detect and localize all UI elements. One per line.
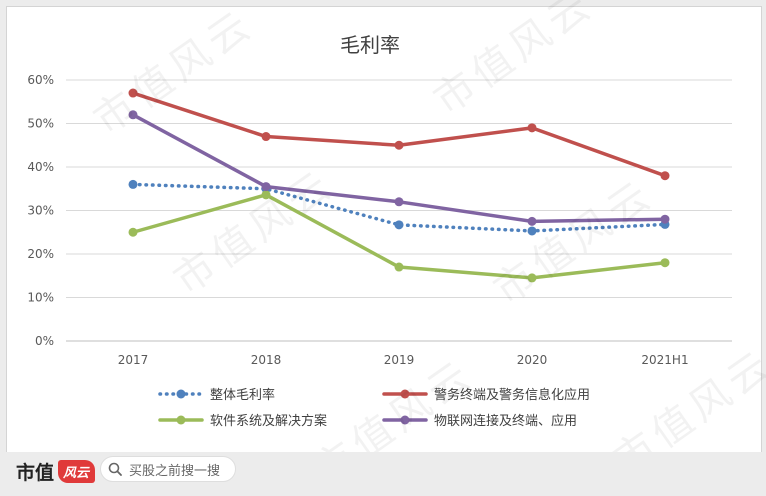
data-point xyxy=(394,197,404,207)
x-tick-label: 2019 xyxy=(384,353,415,367)
data-point xyxy=(128,227,138,237)
search-box[interactable]: 买股之前搜一搜 xyxy=(100,456,236,482)
y-tick-label: 10% xyxy=(27,291,54,305)
y-tick-label: 40% xyxy=(27,160,54,174)
y-tick-label: 20% xyxy=(27,247,54,261)
legend-marker xyxy=(400,389,410,399)
legend-label: 警务终端及警务信息化应用 xyxy=(434,387,590,403)
data-point xyxy=(660,258,670,268)
y-tick-label: 60% xyxy=(27,73,54,87)
legend-label: 软件系统及解决方案 xyxy=(210,413,327,429)
line-chart: 毛利率 0% 10% 20% 30% 40% 50% 60% 2017 2018 2019 202… xyxy=(27,33,732,429)
series-line xyxy=(131,182,667,233)
data-point xyxy=(527,226,537,236)
chart-title: 毛利率 xyxy=(340,33,400,57)
legend-marker xyxy=(400,415,410,425)
legend-label: 整体毛利率 xyxy=(210,387,275,403)
search-icon xyxy=(101,456,129,482)
legend-label: 物联网连接及终端、应用 xyxy=(434,413,577,429)
search-input[interactable]: 买股之前搜一搜 xyxy=(129,463,221,479)
y-tick-label: 0% xyxy=(35,334,54,348)
data-point xyxy=(527,273,537,283)
data-point xyxy=(527,216,537,226)
y-tick-label: 30% xyxy=(27,204,54,218)
legend-marker xyxy=(176,389,186,399)
x-tick-label: 2021H1 xyxy=(641,353,688,367)
data-point xyxy=(394,220,404,230)
brand-logo: 市值 风云 xyxy=(16,456,96,486)
data-point xyxy=(261,190,271,200)
brand-badge: 风云 xyxy=(58,459,96,483)
x-tick-label: 2018 xyxy=(251,353,282,367)
data-point xyxy=(128,110,138,120)
data-point xyxy=(261,132,271,142)
data-point xyxy=(527,123,537,133)
y-tick-label: 50% xyxy=(27,117,54,131)
data-point xyxy=(660,214,670,224)
data-point xyxy=(394,262,404,272)
data-point xyxy=(660,171,670,181)
data-point xyxy=(128,179,138,189)
series-line xyxy=(131,91,667,178)
x-tick-label: 2020 xyxy=(517,353,548,367)
data-point xyxy=(128,88,138,98)
data-point xyxy=(394,140,404,150)
legend-marker xyxy=(176,415,186,425)
brand-name: 市值 xyxy=(16,461,55,484)
footer-bar: 市值 风云 买股之前搜一搜 xyxy=(0,452,766,492)
x-tick-label: 2017 xyxy=(118,353,149,367)
data-point xyxy=(261,182,271,192)
